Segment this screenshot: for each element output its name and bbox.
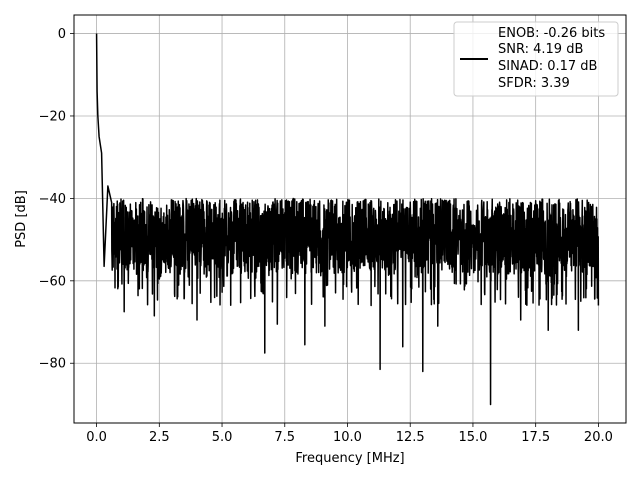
x-tick-label: 7.5	[274, 430, 295, 445]
x-tick-label: 0.0	[86, 430, 107, 445]
x-tick-label: 15.0	[458, 430, 487, 445]
psd-series-line	[95, 33, 600, 406]
y-axis-ticks: 0 −20 −40 −60 −80	[39, 27, 74, 372]
legend: ENOB: -0.26 bits SNR: 4.19 dB SINAD: 0.1…	[453, 21, 619, 97]
plot-frame	[73, 14, 627, 424]
legend-box	[453, 21, 619, 97]
x-tick-label: 17.5	[521, 430, 550, 445]
x-tick-label: 20.0	[584, 430, 613, 445]
x-axis-title: Frequency [MHz]	[295, 451, 404, 466]
legend-entry-snr: SNR: 4.19 dB	[498, 42, 583, 57]
x-tick-label: 10.0	[333, 430, 362, 445]
y-tick-label: −40	[39, 192, 66, 207]
y-axis-title: PSD [dB]	[14, 190, 29, 248]
y-tick-label: −20	[39, 109, 66, 124]
legend-entry-enob: ENOB: -0.26 bits	[498, 26, 605, 41]
x-tick-label: 12.5	[396, 430, 425, 445]
y-tick-label: 0	[58, 27, 66, 42]
y-tick-label: −80	[39, 357, 66, 372]
y-tick-label: −60	[39, 274, 66, 289]
legend-entry-sinad: SINAD: 0.17 dB	[498, 59, 597, 74]
x-tick-label: 5.0	[212, 430, 233, 445]
legend-entry-sfdr: SFDR: 3.39	[498, 76, 570, 91]
x-tick-label: 2.5	[149, 430, 170, 445]
x-axis-ticks: 0.0 2.5 5.0 7.5 10.0 12.5 15.0 17.5 20.0	[86, 423, 613, 445]
